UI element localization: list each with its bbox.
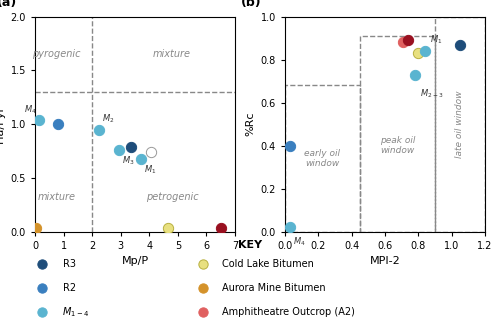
Point: [218, 226, 226, 231]
Point: [36, 117, 44, 122]
Text: Aurora Mine Bitumen: Aurora Mine Bitumen: [222, 283, 326, 293]
Text: $M_3$: $M_3$: [122, 155, 134, 167]
X-axis label: MPI-2: MPI-2: [370, 256, 400, 266]
Point: [421, 48, 429, 54]
Text: mixture: mixture: [153, 49, 191, 59]
X-axis label: Mp/P: Mp/P: [122, 256, 148, 266]
Point: [414, 51, 422, 56]
Point: [286, 225, 294, 230]
Point: [138, 156, 145, 161]
Bar: [285, 85, 360, 232]
Text: $M_4$: $M_4$: [294, 236, 306, 248]
Point: [146, 150, 154, 155]
Text: R3: R3: [62, 259, 76, 269]
Text: $M_1$: $M_1$: [144, 164, 156, 176]
Text: $M_{1-4}$: $M_{1-4}$: [62, 306, 90, 319]
Text: Amphitheatre Outcrop (A2): Amphitheatre Outcrop (A2): [222, 307, 356, 317]
Text: KEY: KEY: [238, 240, 262, 250]
Point: [286, 143, 294, 148]
Y-axis label: Fla/Pyr: Fla/Pyr: [0, 105, 5, 143]
Point: [116, 147, 124, 153]
Text: Cold Lake Bitumen: Cold Lake Bitumen: [222, 259, 314, 269]
Point: [456, 42, 464, 47]
Point: [96, 127, 104, 132]
Point: [54, 121, 62, 127]
Text: (b): (b): [241, 0, 262, 9]
Text: $M_1$: $M_1$: [430, 33, 442, 46]
Bar: [360, 36, 435, 232]
Point: [32, 226, 40, 231]
Text: $M_{2-3}$: $M_{2-3}$: [420, 87, 444, 100]
Point: [411, 72, 419, 77]
Point: [164, 226, 172, 231]
Text: pyrogenic: pyrogenic: [32, 49, 80, 59]
Text: $M_2$: $M_2$: [102, 113, 114, 125]
Text: late oil window: late oil window: [456, 90, 464, 158]
Bar: [435, 17, 485, 232]
Point: [126, 144, 134, 149]
Point: [404, 37, 412, 43]
Text: early oil
window: early oil window: [304, 149, 340, 168]
Point: [400, 40, 407, 45]
Text: mixture: mixture: [38, 192, 76, 202]
Text: (a): (a): [0, 0, 17, 9]
Text: petrogenic: petrogenic: [146, 192, 199, 202]
Text: R2: R2: [62, 283, 76, 293]
Text: peak oil
window: peak oil window: [380, 136, 415, 155]
Y-axis label: %Rc: %Rc: [245, 112, 255, 136]
Text: $M_4$: $M_4$: [24, 103, 36, 116]
